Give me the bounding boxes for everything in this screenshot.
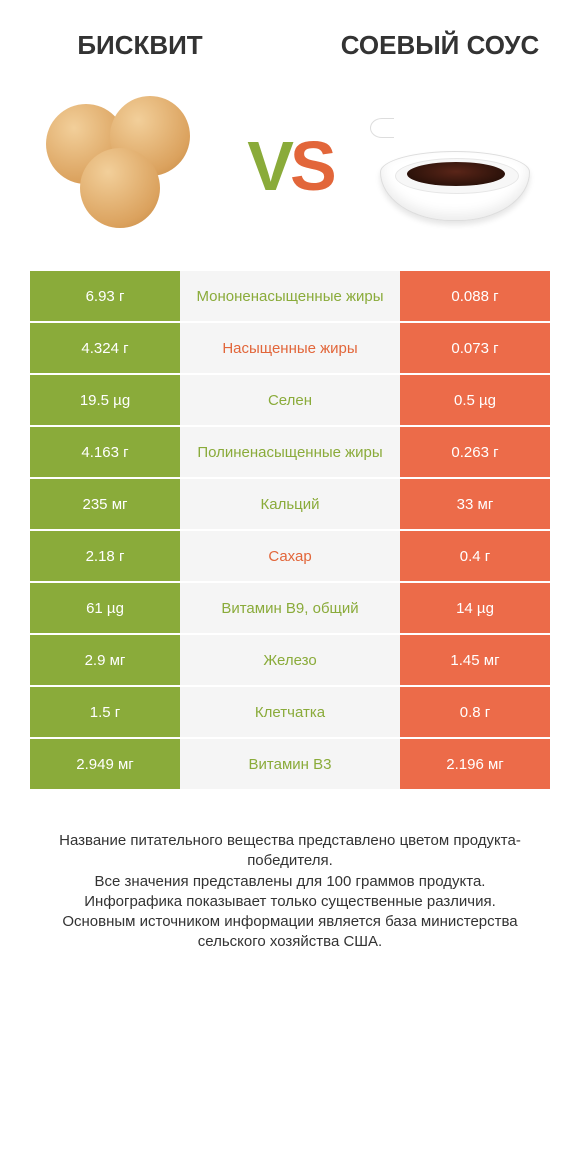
left-value: 2.18 г — [30, 531, 180, 581]
footer-line: Все значения представлены для 100 граммо… — [30, 872, 550, 892]
right-value: 14 µg — [400, 583, 550, 633]
table-row: 2.9 мгЖелезо1.45 мг — [30, 635, 550, 687]
table-row: 1.5 гКлетчатка0.8 г — [30, 687, 550, 739]
left-product-title: БИСКВИТ — [40, 30, 240, 61]
table-row: 61 µgВитамин B9, общий14 µg — [30, 583, 550, 635]
left-value: 4.163 г — [30, 427, 180, 477]
nutrient-label: Витамин B9, общий — [180, 583, 400, 633]
footer-line: Основным источником информации является … — [30, 912, 550, 953]
left-value: 6.93 г — [30, 271, 180, 321]
vs-v: V — [247, 127, 290, 205]
nutrient-label: Насыщенные жиры — [180, 323, 400, 373]
right-product-title: СОЕВЫЙ СОУС — [340, 30, 540, 61]
vs-s: S — [290, 127, 333, 205]
biscuit-illustration — [40, 96, 210, 236]
right-value: 1.45 мг — [400, 635, 550, 685]
table-row: 235 мгКальций33 мг — [30, 479, 550, 531]
left-value: 1.5 г — [30, 687, 180, 737]
hero: VS — [0, 71, 580, 271]
left-value: 19.5 µg — [30, 375, 180, 425]
nutrient-label: Мононенасыщенные жиры — [180, 271, 400, 321]
right-value: 33 мг — [400, 479, 550, 529]
nutrient-label: Железо — [180, 635, 400, 685]
table-row: 6.93 гМононенасыщенные жиры0.088 г — [30, 271, 550, 323]
header: БИСКВИТ СОЕВЫЙ СОУС — [0, 0, 580, 71]
left-value: 2.9 мг — [30, 635, 180, 685]
soy-sauce-illustration — [370, 96, 540, 236]
nutrient-label: Кальций — [180, 479, 400, 529]
footer-line: Название питательного вещества представл… — [30, 831, 550, 872]
nutrient-label: Витамин B3 — [180, 739, 400, 789]
footer-notes: Название питательного вещества представл… — [0, 791, 580, 953]
left-value: 4.324 г — [30, 323, 180, 373]
nutrient-label: Клетчатка — [180, 687, 400, 737]
left-value: 2.949 мг — [30, 739, 180, 789]
left-value: 235 мг — [30, 479, 180, 529]
table-row: 4.324 гНасыщенные жиры0.073 г — [30, 323, 550, 375]
table-row: 4.163 гПолиненасыщенные жиры0.263 г — [30, 427, 550, 479]
nutrient-label: Селен — [180, 375, 400, 425]
right-value: 0.088 г — [400, 271, 550, 321]
right-value: 0.8 г — [400, 687, 550, 737]
right-value: 0.073 г — [400, 323, 550, 373]
table-row: 2.18 гСахар0.4 г — [30, 531, 550, 583]
table-row: 19.5 µgСелен0.5 µg — [30, 375, 550, 427]
right-value: 0.5 µg — [400, 375, 550, 425]
left-value: 61 µg — [30, 583, 180, 633]
nutrient-label: Полиненасыщенные жиры — [180, 427, 400, 477]
comparison-table: 6.93 гМононенасыщенные жиры0.088 г4.324 … — [30, 271, 550, 791]
right-value: 2.196 мг — [400, 739, 550, 789]
nutrient-label: Сахар — [180, 531, 400, 581]
table-row: 2.949 мгВитамин B32.196 мг — [30, 739, 550, 791]
footer-line: Инфографика показывает только существенн… — [30, 892, 550, 912]
vs-label: VS — [247, 126, 332, 206]
right-value: 0.4 г — [400, 531, 550, 581]
right-value: 0.263 г — [400, 427, 550, 477]
